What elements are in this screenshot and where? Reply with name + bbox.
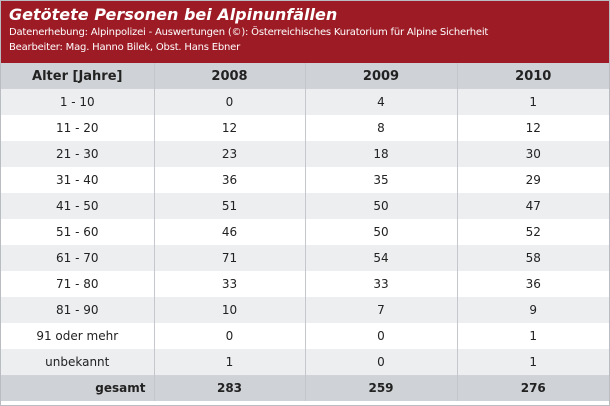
cell-2008: 0 xyxy=(153,89,305,115)
cell-age: 11 - 20 xyxy=(56,121,99,135)
col-header-2010: 2010 xyxy=(456,63,609,89)
table-row: 41 - 50 51 50 47 xyxy=(1,193,609,219)
cell-2010: 30 xyxy=(456,141,609,167)
total-row: gesamt 283 259 276 xyxy=(1,375,609,401)
cell-2010: 12 xyxy=(456,115,609,141)
total-2009: 259 xyxy=(304,375,457,401)
total-2010: 276 xyxy=(456,375,609,401)
table-row: 61 - 70 71 54 58 xyxy=(1,245,609,271)
cell-2009: 35 xyxy=(304,167,457,193)
cell-2008: 51 xyxy=(153,193,305,219)
cell-age: 81 - 90 xyxy=(1,297,154,323)
cell-age: 41 - 50 xyxy=(1,193,154,219)
table-row: unbekannt 1 0 1 xyxy=(1,349,609,375)
table-row: 1 - 10 0 4 1 xyxy=(1,89,609,115)
cell-age: 61 - 70 xyxy=(1,245,154,271)
total-2008: 283 xyxy=(153,375,305,401)
total-age: gesamt xyxy=(1,375,154,401)
cell-age: 91 oder mehr xyxy=(36,329,119,343)
cell-2008: 10 xyxy=(153,297,305,323)
cell-age: 31 - 40 xyxy=(56,173,99,187)
cell-2008: 71 xyxy=(153,245,305,271)
cell-age: 1 - 10 xyxy=(1,89,154,115)
cell-2008: 33 xyxy=(153,271,305,297)
cell-age: 21 - 30 xyxy=(1,141,154,167)
col-header-age: Alter [Jahre] xyxy=(1,63,154,89)
cell-2010: 1 xyxy=(456,89,609,115)
table-row: 31 - 40 36 35 29 xyxy=(1,167,609,193)
cell-2008: 12 xyxy=(153,115,305,141)
cell-2008: 1 xyxy=(153,349,305,375)
header-banner: Getötete Personen bei Alpinunfällen Date… xyxy=(1,1,609,63)
cell-2010: 47 xyxy=(456,193,609,219)
cell-2008: 46 xyxy=(153,219,305,245)
cell-2008: 36 xyxy=(153,167,305,193)
table-row: 81 - 90 10 7 9 xyxy=(1,297,609,323)
cell-2009: 4 xyxy=(304,89,457,115)
cell-2009: 7 xyxy=(304,297,457,323)
col-header-2008: 2008 xyxy=(153,63,305,89)
cell-2010: 52 xyxy=(456,219,609,245)
page-title: Getötete Personen bei Alpinunfällen xyxy=(9,5,338,24)
data-table: Alter [Jahre] 2008 2009 2010 1 - 10 0 4 1 11… xyxy=(1,63,609,401)
cell-2008: 23 xyxy=(153,141,305,167)
cell-2010: 1 xyxy=(456,323,609,349)
cell-2009: 33 xyxy=(304,271,457,297)
cell-2009: 8 xyxy=(304,115,457,141)
cell-age: unbekannt xyxy=(1,349,154,375)
cell-2010: 29 xyxy=(456,167,609,193)
col-header-2009: 2009 xyxy=(304,63,457,89)
cell-2009: 50 xyxy=(304,219,457,245)
table-row: 71 - 80 33 33 36 xyxy=(1,271,609,297)
table-row: 51 - 60 46 50 52 xyxy=(1,219,609,245)
table-row: 21 - 30 23 18 30 xyxy=(1,141,609,167)
header-row: Alter [Jahre] 2008 2009 2010 xyxy=(1,63,609,89)
cell-2008: 0 xyxy=(153,323,305,349)
table-row: 91 oder mehr 0 0 1 xyxy=(1,323,609,349)
cell-age: 71 - 80 xyxy=(56,277,99,291)
source-note: Datenerhebung: Alpinpolizei - Auswertung… xyxy=(9,27,489,38)
table-row: 11 - 20 12 8 12 xyxy=(1,115,609,141)
cell-2010: 58 xyxy=(456,245,609,271)
cell-2009: 50 xyxy=(304,193,457,219)
cell-2009: 0 xyxy=(304,323,457,349)
cell-2009: 18 xyxy=(304,141,457,167)
cell-2009: 0 xyxy=(304,349,457,375)
cell-2010: 36 xyxy=(456,271,609,297)
cell-2009: 54 xyxy=(304,245,457,271)
editors-note: Bearbeiter: Mag. Hanno Bilek, Obst. Hans… xyxy=(9,42,241,53)
cell-2010: 9 xyxy=(456,297,609,323)
cell-age: 51 - 60 xyxy=(56,225,99,239)
cell-2010: 1 xyxy=(456,349,609,375)
